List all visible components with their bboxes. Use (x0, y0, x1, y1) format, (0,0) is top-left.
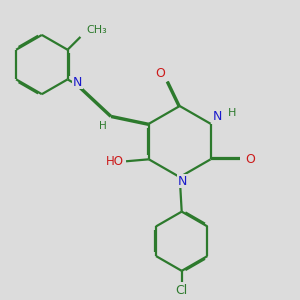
Text: N: N (178, 175, 188, 188)
Text: N: N (213, 110, 222, 123)
Text: N: N (73, 76, 82, 89)
Text: Cl: Cl (176, 284, 188, 297)
Text: O: O (155, 67, 165, 80)
Text: H: H (228, 108, 237, 118)
Text: CH₃: CH₃ (86, 25, 107, 35)
Text: O: O (245, 153, 255, 166)
Text: H: H (99, 121, 107, 131)
Text: HO: HO (106, 155, 124, 168)
